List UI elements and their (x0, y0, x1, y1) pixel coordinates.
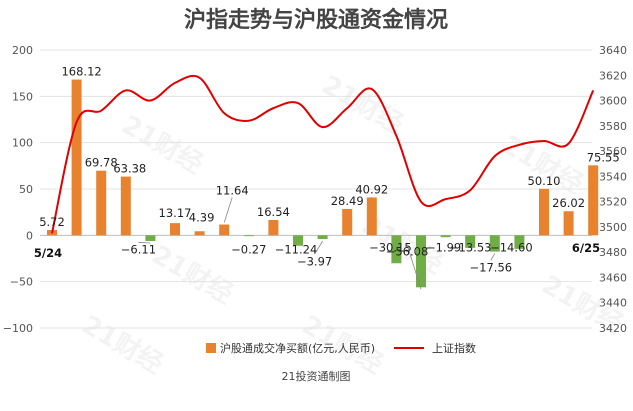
bar (194, 231, 205, 236)
right-axis-tick: 3520 (599, 196, 627, 209)
legend-bar-swatch (206, 343, 216, 353)
data-label: −6.11 (121, 242, 156, 256)
right-axis-tick: 3580 (599, 120, 627, 133)
axes: −100 −50 0 50 100 150 200 3420 3440 3460 3480 3500 3… (3, 44, 627, 335)
left-axis-tick: 200 (12, 44, 33, 57)
data-label: −0.27 (231, 242, 266, 256)
left-axis-tick: −50 (10, 276, 33, 289)
data-label: −3.97 (297, 254, 332, 268)
label-callout (223, 197, 233, 223)
bar (342, 208, 353, 236)
label-callout (138, 241, 151, 244)
data-label: 26.02 (552, 196, 585, 210)
bar (120, 176, 131, 236)
bar (391, 235, 402, 264)
bar (145, 235, 156, 241)
bar (170, 223, 180, 236)
source-note: 21投资通制图 (282, 369, 351, 383)
index-line (51, 74, 595, 234)
bar (268, 220, 279, 236)
left-axis-tick: −100 (3, 322, 33, 335)
bar (440, 235, 451, 238)
label-callout (490, 253, 496, 261)
right-axis-tick: 3560 (599, 145, 627, 158)
data-label: 40.92 (355, 182, 388, 196)
data-label: 13.17 (159, 206, 192, 220)
chart-title: 沪指走势与沪股通资金情况 (184, 7, 448, 33)
left-axis-tick: 100 (12, 137, 33, 150)
bar (588, 165, 599, 236)
data-label: 4.39 (189, 210, 215, 224)
right-axis-tick: 3440 (599, 297, 627, 310)
left-axis-tick: 150 (12, 90, 33, 103)
legend-line-label: 上证指数 (432, 341, 476, 355)
bar-series (47, 79, 599, 288)
left-axis-tick: 50 (19, 183, 33, 196)
right-axis-tick: 3620 (599, 69, 627, 82)
data-label: −17.56 (470, 260, 513, 274)
data-label: −1.99 (426, 240, 461, 254)
end-date-label: 6/25 (572, 241, 600, 255)
bar (563, 211, 574, 236)
data-label: −11.24 (275, 242, 318, 256)
watermark-text: 21财经 (147, 239, 239, 310)
right-axis-tick: 3420 (599, 322, 627, 335)
left-axis-tick: 0 (26, 229, 33, 242)
data-label: 75.55 (587, 150, 620, 164)
legend-bar-label: 沪股通成交净买额(亿元,人民币) (220, 341, 375, 355)
gridlines (40, 49, 592, 329)
data-label: 28.49 (331, 194, 364, 208)
bar (465, 235, 476, 248)
bar (416, 235, 426, 288)
watermark-text: 21财经 (77, 309, 169, 380)
data-label: 168.12 (61, 65, 101, 79)
right-axis-tick: 3640 (599, 44, 627, 57)
data-label: −30.15 (369, 240, 412, 254)
bar (539, 188, 549, 236)
right-axis-tick: 3500 (599, 221, 627, 234)
legend: 沪股通成交净买额(亿元,人民币) 上证指数 (206, 341, 476, 355)
right-axis-tick: 3460 (599, 271, 627, 284)
right-axis-tick: 3600 (599, 95, 627, 108)
bar (293, 235, 303, 246)
data-label: 63.38 (113, 162, 146, 176)
data-label: −13.53 (449, 240, 492, 254)
bar (71, 79, 82, 236)
data-label: 11.64 (216, 184, 249, 198)
bar (219, 224, 230, 236)
data-label: −56.08 (386, 244, 429, 258)
bar (514, 235, 525, 249)
bar (317, 235, 328, 240)
bar (243, 235, 254, 237)
right-axis-tick: 3540 (599, 170, 627, 183)
data-label: 16.54 (257, 205, 290, 219)
start-date-label: 5/24 (34, 246, 62, 260)
line-series (51, 74, 595, 234)
bar (489, 235, 500, 252)
data-label: 5.72 (39, 215, 65, 229)
label-callout (406, 244, 422, 290)
label-callout (314, 240, 323, 255)
data-label: 69.78 (85, 156, 118, 170)
right-axis-tick: 3480 (599, 246, 627, 259)
bar (96, 170, 107, 236)
data-label: 50.10 (528, 174, 561, 188)
data-label: −14.60 (490, 240, 533, 254)
bar (366, 197, 377, 236)
